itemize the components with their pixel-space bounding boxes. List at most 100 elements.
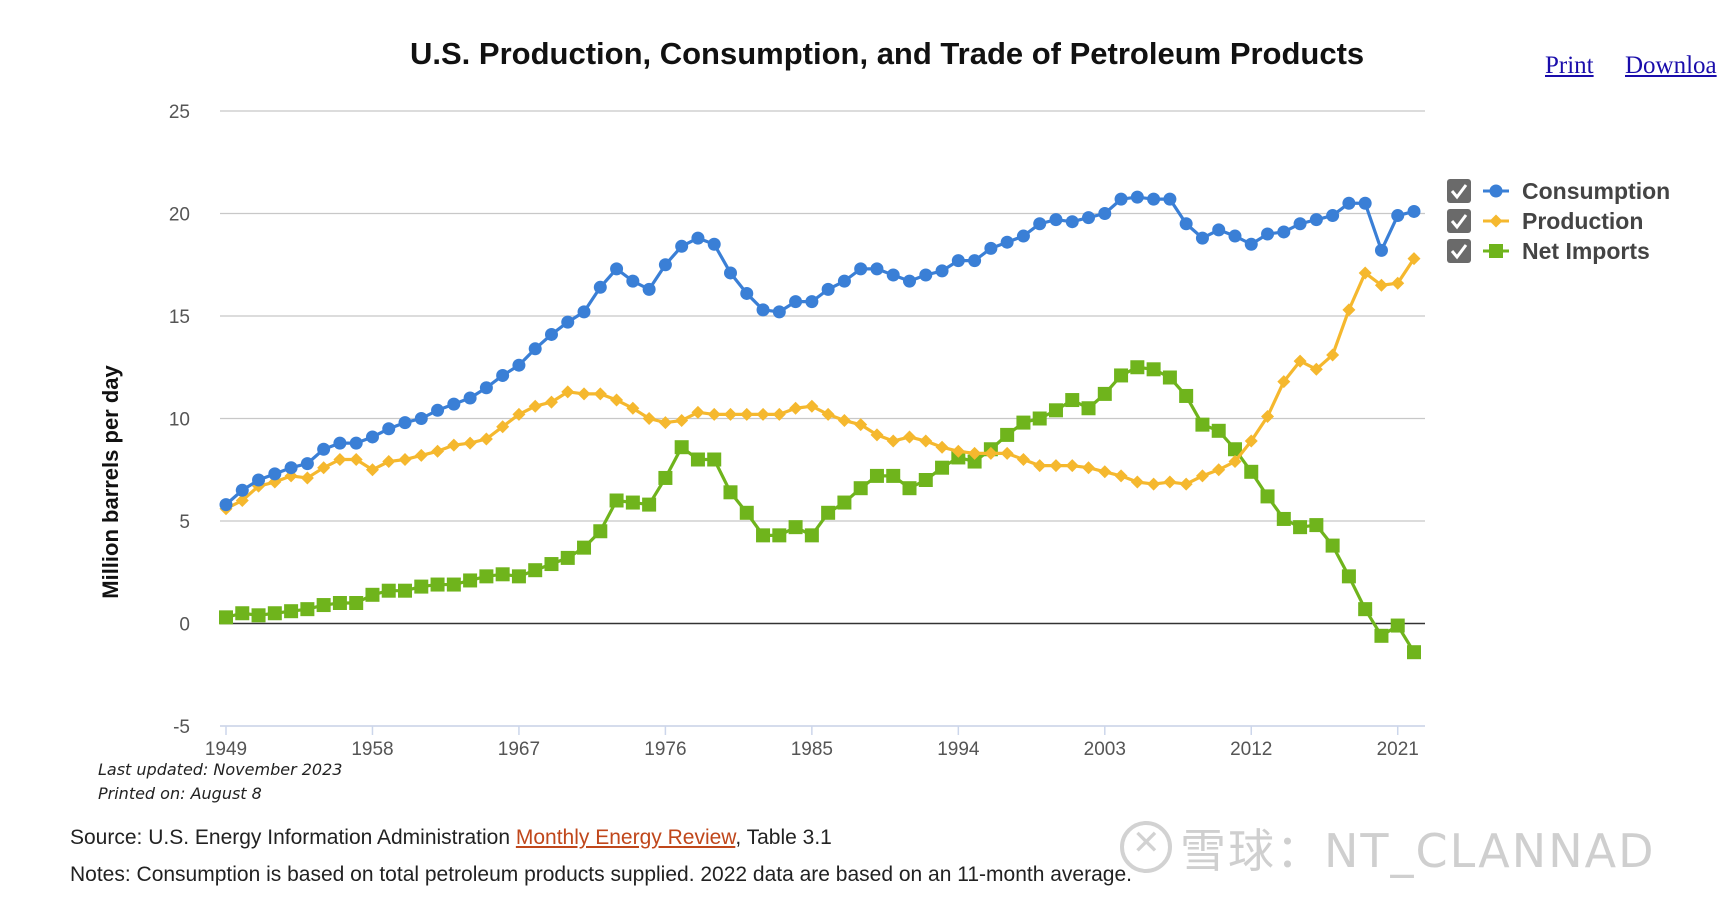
production-point [675,414,689,428]
net-imports-point [788,520,803,535]
consumption-point [1407,204,1421,218]
net-imports-point [1358,602,1373,617]
y-tick-label: 10 [169,410,190,431]
production-point [593,387,607,401]
legend: Consumption Production Net Imports [1447,178,1670,264]
net-imports-point [251,608,266,623]
consumption-point [1391,209,1405,223]
production-point [1391,276,1405,290]
x-tick-label: 1985 [791,739,833,760]
net-imports-point [1227,442,1242,457]
net-imports-point [1374,628,1389,643]
production-point [903,430,917,444]
series-consumption [219,190,1421,512]
production-point [1293,354,1307,368]
consumption-point [512,358,526,372]
y-tick-label: 5 [179,512,190,533]
production-point [382,455,396,469]
net-imports-point [479,569,494,584]
consumption-point [1326,209,1340,223]
production-point [1374,278,1388,292]
legend-marker [1489,184,1503,198]
legend-item-production[interactable]: Production [1447,208,1643,234]
print-link[interactable]: Print [1545,52,1594,79]
consumption-point [414,412,428,425]
production-point [789,401,803,415]
legend-label: Production [1522,208,1643,234]
net-imports-point [544,557,559,572]
consumption-point [968,254,982,268]
consumption-point [1309,213,1323,227]
production-point [1195,469,1209,483]
net-imports-point [1390,618,1405,633]
legend-checkbox[interactable] [1447,239,1471,263]
net-imports-point [886,468,901,483]
production-point [610,393,624,407]
download-link[interactable]: Downloa [1625,52,1717,79]
net-imports-point [1097,386,1112,401]
net-imports-point [837,495,852,510]
consumption-point [789,295,803,309]
consumption-point [300,457,314,471]
series-layer [219,190,1421,660]
xueqiu-logo-icon [1120,821,1172,873]
watermark-text: 雪球：NT_CLANNAD [1180,824,1656,878]
monthly-energy-review-link[interactable]: Monthly Energy Review [515,826,736,849]
consumption-point [1147,192,1161,206]
legend-item-consumption[interactable]: Consumption [1447,178,1670,204]
net-imports-point [1407,645,1421,660]
consumption-point [1179,217,1193,231]
source-suffix: , Table 3.1 [735,826,832,849]
legend-marker [1489,214,1503,228]
net-imports-point [1162,370,1177,385]
production-point [528,399,542,413]
consumption-point [870,262,884,276]
net-imports-point [593,524,608,539]
production-point [414,448,428,462]
consumption-point [740,286,754,300]
consumption-point [561,315,575,329]
production-point [626,401,640,415]
watermark: 雪球：NT_CLANNAD [1120,815,1656,881]
y-tick-label: 20 [169,205,190,226]
legend-checkbox[interactable] [1447,209,1471,233]
consumption-point [268,467,282,481]
consumption-point [691,231,705,245]
net-imports-point [463,573,478,588]
consumption-point [1163,192,1177,206]
net-imports-point [1114,368,1129,383]
production-point [642,412,656,425]
consumption-point [903,274,917,288]
consumption-point [1130,190,1144,204]
legend-checkbox[interactable] [1447,179,1471,203]
consumption-point [544,327,558,341]
net-imports-point [821,505,836,520]
production-point [496,420,510,434]
net-imports-point [1260,489,1275,504]
production-point [317,461,331,475]
consumption-point [1358,196,1372,210]
net-imports-point [756,528,771,543]
consumption-point [431,403,445,417]
net-imports-point [723,485,738,500]
consumption-point [496,368,510,382]
consumption-point [1293,217,1307,231]
consumption-point [593,280,607,294]
legend-item-net-imports[interactable]: Net Imports [1447,238,1650,264]
consumption-point [1114,192,1128,206]
consumption-point [1212,223,1226,237]
x-tick-label: 2021 [1377,739,1419,760]
series-net-imports [219,360,1421,660]
consumption-point [1244,237,1258,251]
production-point [561,385,575,399]
production-point [1049,459,1063,473]
production-point [691,405,705,419]
production-point [1309,362,1323,376]
production-point [431,444,445,458]
net-imports-point [935,460,950,475]
net-imports-point [1130,360,1145,375]
net-imports-point [658,470,673,485]
x-tick-label: 1967 [498,739,540,760]
production-point [1147,477,1161,491]
